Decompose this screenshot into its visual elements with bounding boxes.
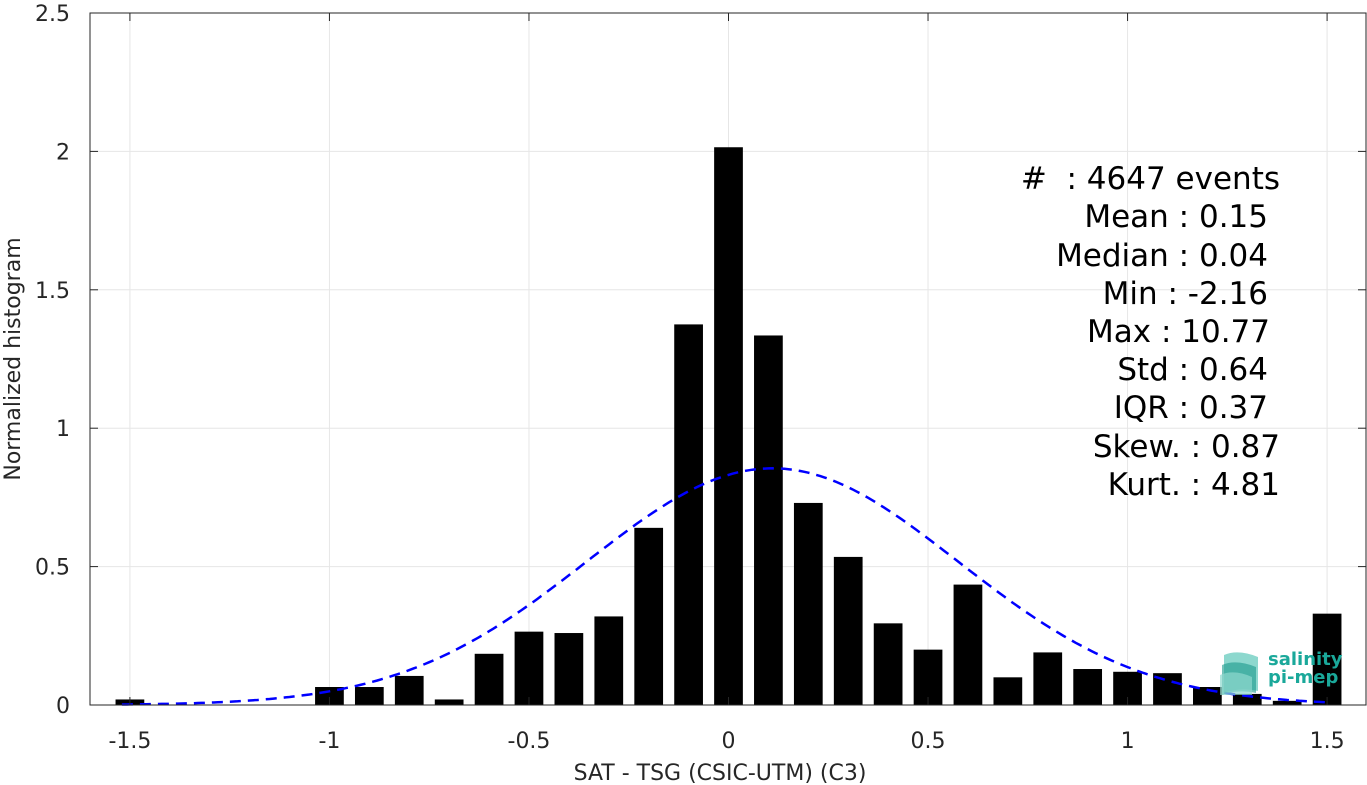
histogram-bar bbox=[634, 527, 664, 705]
histogram-bar bbox=[354, 687, 384, 705]
histogram-bar bbox=[1073, 669, 1103, 705]
x-tick-label: 1.5 bbox=[1310, 729, 1345, 754]
stat-min: Min : -2.16 bbox=[1102, 276, 1268, 312]
bars bbox=[115, 147, 1342, 706]
histogram-bar bbox=[873, 623, 903, 705]
x-tick-label: 1 bbox=[1121, 729, 1135, 754]
x-tick-label: -1 bbox=[318, 729, 340, 754]
histogram-bar bbox=[594, 616, 624, 705]
histogram-bar bbox=[1033, 652, 1063, 705]
logo-icon bbox=[1220, 652, 1258, 695]
histogram-bar bbox=[1312, 613, 1342, 705]
histogram-bar bbox=[754, 335, 783, 705]
axes-box bbox=[89, 12, 1367, 706]
histogram-bar bbox=[434, 699, 464, 705]
y-tick-label: 2 bbox=[56, 140, 70, 165]
y-tick-label: 1.5 bbox=[35, 279, 70, 304]
stat-skew: Skew. : 0.87 bbox=[1092, 429, 1280, 465]
logo-line1: salinity bbox=[1268, 649, 1343, 670]
stat-mean: Mean : 0.15 bbox=[1084, 199, 1268, 235]
axes bbox=[89, 12, 1367, 706]
histogram-bar bbox=[674, 324, 703, 705]
stat-iqr: IQR : 0.37 bbox=[1113, 390, 1268, 426]
y-tick-label: 0 bbox=[56, 694, 70, 719]
histogram-bar bbox=[833, 556, 863, 705]
stat-median: Median : 0.04 bbox=[1056, 238, 1268, 274]
y-tick-label: 1 bbox=[56, 417, 70, 442]
x-axis-label: SAT - TSG (CSIC-UTM) (C3) bbox=[574, 761, 867, 785]
histogram-bar bbox=[1272, 700, 1302, 705]
x-tick-label: -0.5 bbox=[508, 729, 551, 754]
histogram-bar bbox=[394, 675, 424, 705]
x-tick-label: -1.5 bbox=[108, 729, 151, 754]
histogram-bar bbox=[913, 649, 943, 705]
logo-line2: pi-mep bbox=[1268, 667, 1339, 688]
normal-fit-curve bbox=[121, 467, 1332, 706]
x-tick-label: 0.5 bbox=[911, 729, 946, 754]
histogram-bar bbox=[993, 677, 1023, 705]
histogram-bar bbox=[514, 631, 544, 705]
salinity-pimep-logo: salinity pi-mep bbox=[1218, 645, 1348, 695]
x-tick-label: 0 bbox=[722, 729, 736, 754]
stat-max: Max : 10.77 bbox=[1087, 314, 1270, 350]
histogram-bar bbox=[1232, 693, 1262, 705]
histogram-bar bbox=[554, 633, 584, 705]
histogram-bar bbox=[793, 502, 823, 705]
stat-kurt: Kurt. : 4.81 bbox=[1107, 467, 1280, 503]
tick-labels: -1.5 -1 -0.5 0 0.5 1 1.5 0 0.5 1 1.5 2 2.5 bbox=[35, 2, 1345, 754]
stat-count: # : 4647 events bbox=[1020, 161, 1280, 197]
y-axis-label: Normalized histogram bbox=[1, 237, 26, 480]
y-tick-label: 0.5 bbox=[35, 556, 70, 581]
histogram-bar bbox=[953, 584, 983, 705]
stat-std: Std : 0.64 bbox=[1117, 352, 1268, 388]
histogram-bar bbox=[714, 147, 743, 706]
y-tick-label: 2.5 bbox=[35, 2, 70, 27]
histogram-bar bbox=[474, 653, 504, 705]
